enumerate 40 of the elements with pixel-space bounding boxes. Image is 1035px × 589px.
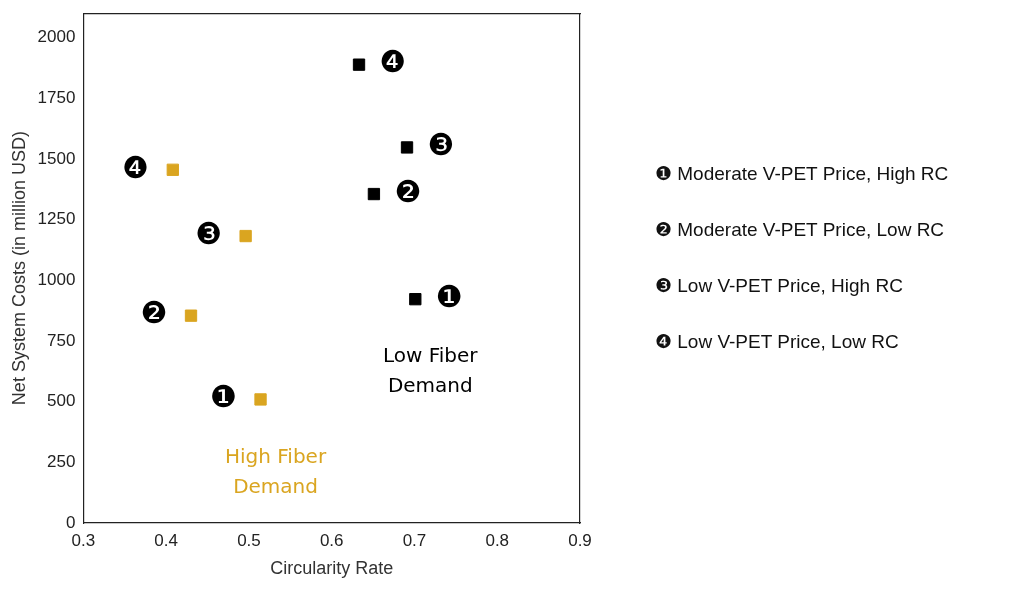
y-tick-label: 750 xyxy=(47,330,76,350)
y-tick-label: 1500 xyxy=(37,148,76,168)
data-label: ❷ xyxy=(140,295,168,331)
x-tick-label: 0.8 xyxy=(485,530,510,550)
y-tick-label: 1750 xyxy=(37,87,76,107)
data-label: ❹ xyxy=(122,149,150,185)
y-tick-label: 1250 xyxy=(37,209,76,229)
data-label: ❹ xyxy=(379,44,407,80)
text: ❶ Moderate V-PET Price, High RC xyxy=(655,162,949,186)
x-tick-label: 0.6 xyxy=(319,530,344,550)
data-label: ❶ xyxy=(435,278,463,314)
y-tick-label: 2000 xyxy=(37,27,76,47)
point xyxy=(409,293,422,306)
data-label: ❶ xyxy=(210,379,237,415)
x-tick-label: 0.3 xyxy=(71,530,96,550)
text: Low Fiber Demand xyxy=(383,343,479,398)
data-label: ❸ xyxy=(195,215,223,251)
x-tick-label: 0.9 xyxy=(568,530,592,550)
data-label: ❸ xyxy=(427,127,455,163)
point xyxy=(352,58,366,71)
y-axis-title: Net System Costs (in million USD) xyxy=(8,131,29,406)
x-tick-label: 0.7 xyxy=(402,530,427,550)
text: ❷ Moderate V-PET Price, Low RC xyxy=(655,218,946,242)
x-axis-title: Circularity Rate xyxy=(270,558,394,579)
point xyxy=(254,393,267,406)
data-label: ❷ xyxy=(394,173,422,209)
y-tick-label: 500 xyxy=(47,391,76,411)
point xyxy=(166,163,179,176)
point xyxy=(400,141,414,154)
x-tick-label: 0.5 xyxy=(237,530,261,550)
point xyxy=(367,187,381,201)
text: ❹ Low V-PET Price, Low RC xyxy=(655,330,900,354)
point xyxy=(239,229,252,243)
x-tick-label: 0.4 xyxy=(154,530,178,550)
y-tick-label: 1000 xyxy=(37,269,76,289)
y-tick-label: 250 xyxy=(47,452,76,471)
text: ❸ Low V-PET Price, High RC xyxy=(655,274,904,298)
text: High Fiber Demand xyxy=(224,443,327,498)
y-tick-label: 0 xyxy=(65,512,76,532)
point xyxy=(184,309,198,322)
